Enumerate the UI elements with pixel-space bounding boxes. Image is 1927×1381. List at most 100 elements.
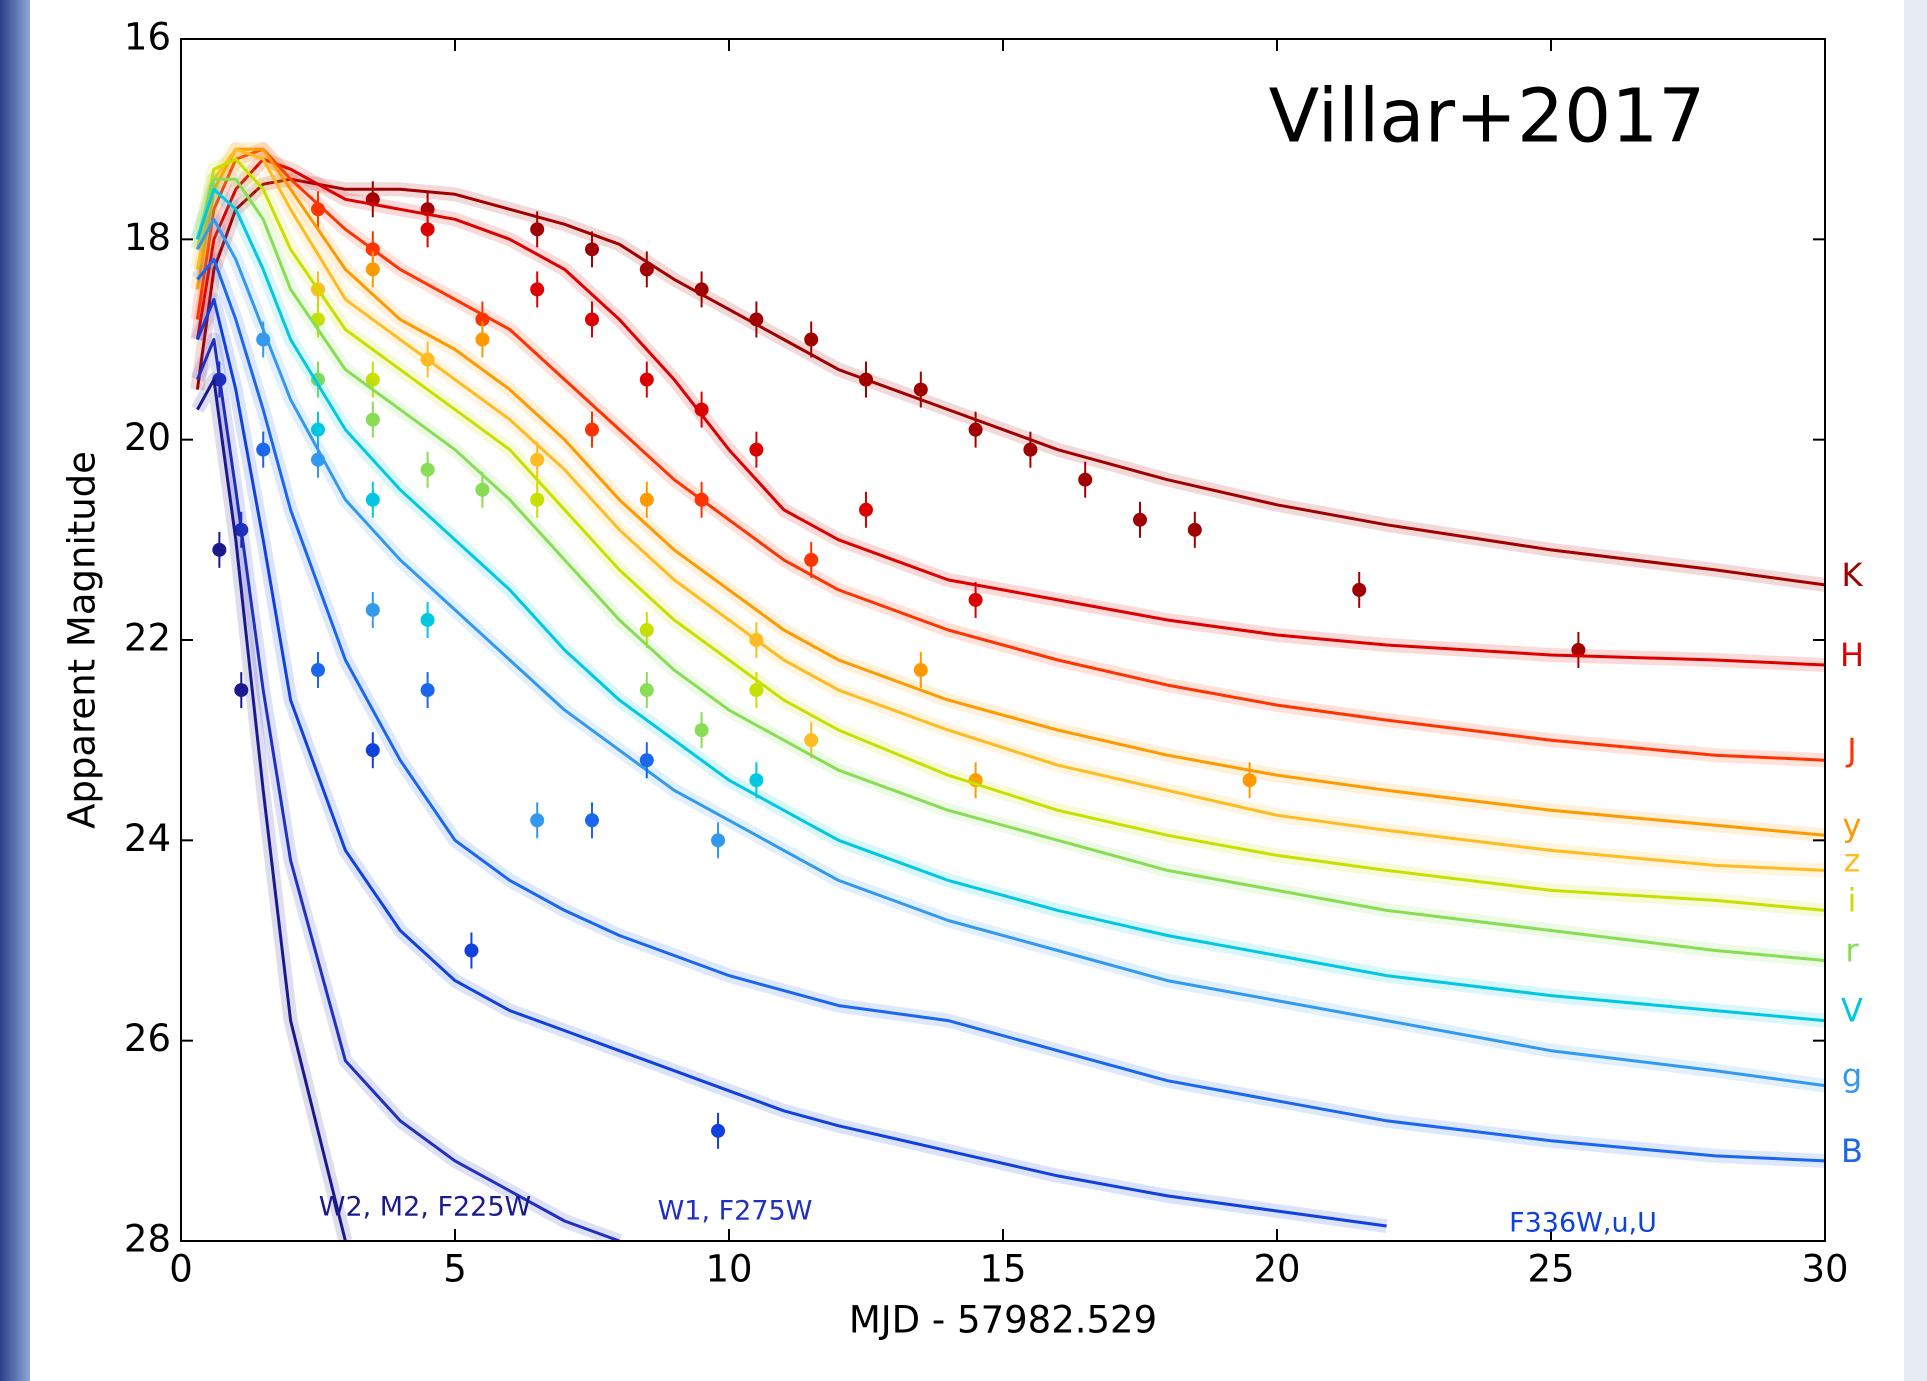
observation xyxy=(311,663,325,678)
band-label: V xyxy=(1841,992,1863,1030)
series-annotation: W1, F275W xyxy=(658,1196,813,1227)
x-tick-label: 30 xyxy=(1801,1248,1848,1291)
observation xyxy=(530,222,545,237)
y-tick-label: 20 xyxy=(124,416,171,459)
observation xyxy=(1078,472,1093,487)
model-band xyxy=(190,142,1825,843)
model-curve xyxy=(195,177,1825,587)
observation xyxy=(859,372,873,387)
observation xyxy=(420,612,435,627)
series-annotation: F336W,u,U xyxy=(1509,1208,1657,1239)
observation xyxy=(1352,582,1367,597)
model-curve xyxy=(195,177,1825,962)
observation xyxy=(365,412,380,427)
y-axis-label: Apparent Magnitude xyxy=(61,451,104,829)
model-curve xyxy=(196,217,1825,1088)
observation xyxy=(694,723,709,738)
band-label: i xyxy=(1848,881,1857,919)
observation xyxy=(968,422,983,437)
band-label: J xyxy=(1845,731,1856,769)
observation xyxy=(311,452,325,467)
band-label: g xyxy=(1842,1057,1862,1095)
observation xyxy=(639,683,654,698)
observation xyxy=(804,733,819,748)
model-curve xyxy=(196,338,620,1241)
model-curve xyxy=(195,147,1825,762)
observation xyxy=(585,312,599,327)
x-tick-label: 20 xyxy=(1253,1248,1300,1291)
observation xyxy=(1133,512,1147,527)
observation xyxy=(365,242,380,257)
observation xyxy=(694,402,709,417)
y-tick-label: 16 xyxy=(124,16,171,59)
observation xyxy=(365,372,380,387)
x-tick-label: 0 xyxy=(169,1248,193,1291)
band-label: H xyxy=(1840,636,1864,674)
observation xyxy=(694,282,709,297)
model-band xyxy=(190,142,1825,878)
observation xyxy=(256,332,271,347)
observation xyxy=(420,222,435,237)
y-tick-label: 22 xyxy=(124,617,171,660)
observation xyxy=(749,312,764,327)
observation xyxy=(859,502,873,517)
observation xyxy=(420,352,435,367)
observation xyxy=(234,683,249,698)
chart-title: Villar+2017 xyxy=(1269,74,1706,160)
model-band xyxy=(191,372,353,1241)
observation xyxy=(694,492,709,507)
observation xyxy=(711,833,726,848)
observation xyxy=(749,442,764,457)
observation xyxy=(530,492,545,507)
y-tick-label: 26 xyxy=(124,1017,171,1060)
observation xyxy=(365,602,380,617)
band-label: y xyxy=(1843,806,1862,844)
observation xyxy=(365,262,380,277)
observation xyxy=(639,372,654,387)
observation xyxy=(475,482,490,497)
y-tick-label: 24 xyxy=(124,817,171,860)
observation xyxy=(212,542,227,557)
observation xyxy=(365,492,380,507)
observation xyxy=(585,813,599,828)
model-band xyxy=(190,142,1825,768)
x-tick-label: 15 xyxy=(979,1248,1026,1291)
observation xyxy=(530,452,545,467)
observation xyxy=(749,773,764,788)
plot-area xyxy=(190,142,1825,1241)
x-tick-label: 25 xyxy=(1527,1248,1574,1291)
observation xyxy=(804,332,819,347)
observation xyxy=(749,683,764,698)
observation xyxy=(256,442,271,457)
model-curve xyxy=(195,147,1825,872)
model-curve xyxy=(196,378,347,1241)
observation xyxy=(475,312,490,327)
observation xyxy=(1571,643,1586,658)
x-tick-label: 5 xyxy=(443,1248,467,1291)
model-curve xyxy=(195,157,1825,912)
background-strip xyxy=(0,0,30,1381)
observation xyxy=(311,422,325,437)
observation xyxy=(711,1123,726,1138)
x-tick-label: 10 xyxy=(705,1248,752,1291)
model-curve xyxy=(196,297,1387,1228)
observation xyxy=(530,813,545,828)
observation xyxy=(530,282,545,297)
observation xyxy=(311,202,325,217)
observation xyxy=(639,492,654,507)
y-tick-label: 18 xyxy=(124,216,171,259)
observation xyxy=(913,382,928,397)
observation xyxy=(420,462,435,477)
band-label: z xyxy=(1844,841,1861,879)
background-strip xyxy=(1904,0,1927,1381)
y-tick-label: 28 xyxy=(124,1218,171,1261)
observation xyxy=(639,622,654,637)
observation xyxy=(639,753,654,768)
model-curve xyxy=(195,187,1825,1023)
observation xyxy=(475,332,490,347)
series-annotation: W2, M2, F225W xyxy=(319,1192,531,1223)
observation xyxy=(585,242,599,257)
observation xyxy=(968,592,983,607)
